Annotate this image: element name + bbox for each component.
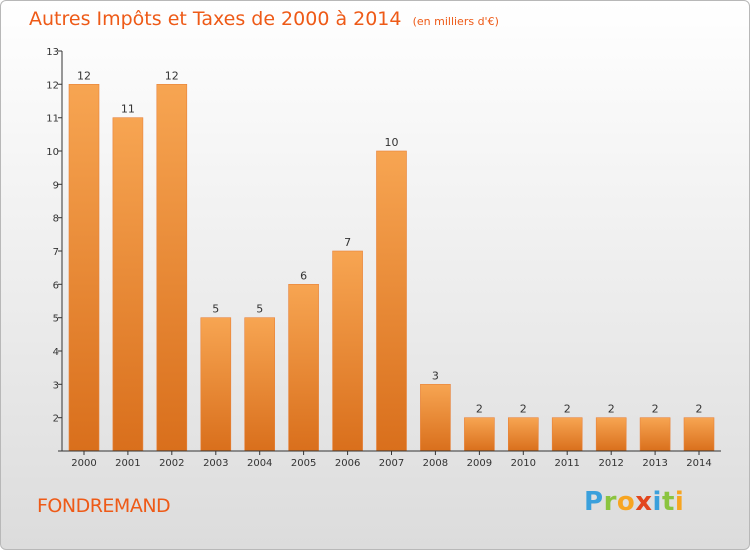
- logo-letter: P: [584, 487, 604, 517]
- logo-letter: t: [661, 487, 675, 517]
- bar-2003: [200, 317, 232, 452]
- y-tick-label-13: 13: [46, 47, 59, 58]
- y-tick-label-10: 10: [46, 147, 59, 158]
- x-tick-label-2007: 2007: [379, 458, 404, 469]
- logo-letter: x: [635, 487, 653, 517]
- bar-2007: [376, 150, 407, 452]
- value-label-2007: 10: [385, 136, 399, 149]
- bars-layer: [68, 84, 715, 452]
- chart-title: Autres Impôts et Taxes de 2000 à 2014: [29, 8, 402, 30]
- x-tick-label-2002: 2002: [159, 458, 184, 469]
- logo-letter: r: [603, 487, 617, 517]
- x-tick-label-2003: 2003: [203, 458, 228, 469]
- logo-letter: i: [652, 487, 662, 517]
- y-tick-label-8: 8: [53, 214, 59, 225]
- bar-2013: [639, 417, 671, 452]
- x-tick-label-2012: 2012: [598, 458, 623, 469]
- logo-letter: i: [674, 487, 685, 517]
- commune-name: FONDREMAND: [37, 495, 171, 517]
- value-label-2003: 5: [212, 303, 219, 316]
- bar-2010: [507, 417, 539, 452]
- value-label-2008: 3: [432, 369, 439, 382]
- x-tick-label-2001: 2001: [115, 458, 140, 469]
- x-tick-label-2009: 2009: [467, 458, 492, 469]
- value-label-2004: 5: [256, 303, 263, 316]
- value-label-2006: 7: [344, 236, 351, 249]
- bar-2000: [68, 84, 100, 452]
- value-label-2001: 11: [121, 103, 135, 116]
- y-tick-label-7: 7: [53, 247, 59, 258]
- x-tick-label-2010: 2010: [511, 458, 536, 469]
- value-label-2002: 12: [165, 69, 179, 82]
- bar-2002: [156, 84, 188, 452]
- bar-2011: [551, 417, 583, 452]
- bar-2005: [288, 283, 319, 452]
- y-tick-label-4: 4: [53, 347, 59, 358]
- proxiti-logo: Proxiti: [584, 487, 684, 517]
- y-tick-label-2: 2: [53, 414, 59, 425]
- bar-2006: [332, 250, 363, 452]
- y-tick-label-9: 9: [53, 180, 59, 191]
- value-label-2012: 2: [608, 403, 615, 416]
- x-tick-label-2000: 2000: [71, 458, 96, 469]
- x-tick-label-2011: 2011: [554, 458, 579, 469]
- bar-2008: [420, 383, 451, 452]
- chart-title-row: Autres Impôts et Taxes de 2000 à 2014 (e…: [29, 8, 499, 30]
- y-tick-label-3: 3: [53, 380, 59, 391]
- y-tick-label-12: 12: [46, 80, 59, 91]
- value-label-2000: 12: [77, 69, 91, 82]
- y-tick-label-11: 11: [46, 114, 59, 125]
- x-tick-label-2006: 2006: [335, 458, 360, 469]
- value-label-2014: 2: [696, 403, 703, 416]
- x-tick-label-2005: 2005: [291, 458, 316, 469]
- value-label-2010: 2: [520, 403, 527, 416]
- bar-2014: [683, 417, 715, 452]
- bar-2012: [595, 417, 627, 452]
- value-label-2013: 2: [652, 403, 659, 416]
- y-tick-label-5: 5: [53, 314, 59, 325]
- bar-2004: [244, 317, 275, 452]
- value-label-2011: 2: [564, 403, 571, 416]
- chart-subtitle: (en milliers d'€): [412, 15, 499, 28]
- x-tick-label-2014: 2014: [686, 458, 711, 469]
- labels-layer: 12 2000 11 2001 12 2002 5 2003 5 2004 6 2005 7 2006 10…: [46, 47, 711, 469]
- axes: [58, 50, 721, 455]
- value-label-2009: 2: [476, 403, 483, 416]
- x-tick-label-2013: 2013: [642, 458, 667, 469]
- x-tick-label-2008: 2008: [423, 458, 448, 469]
- value-label-2005: 6: [300, 269, 307, 282]
- logo-letter: o: [616, 487, 636, 517]
- x-tick-label-2004: 2004: [247, 458, 272, 469]
- bar-2001: [112, 117, 144, 452]
- bar-2009: [464, 417, 495, 452]
- y-tick-label-6: 6: [53, 280, 59, 291]
